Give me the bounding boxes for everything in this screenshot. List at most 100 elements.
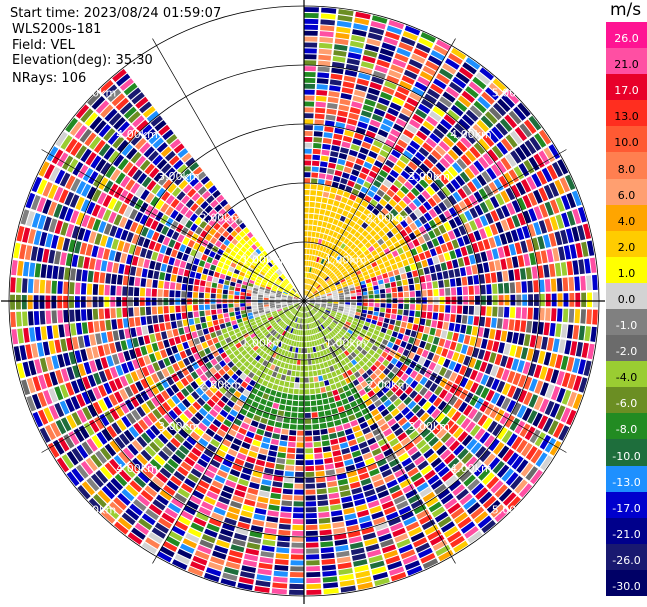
- velocity-gate: [191, 391, 200, 400]
- velocity-gate: [367, 403, 376, 412]
- velocity-gate: [287, 301, 293, 303]
- velocity-gate: [160, 203, 169, 213]
- velocity-gate: [139, 287, 146, 297]
- velocity-gate: [128, 307, 134, 317]
- velocity-gate: [229, 469, 241, 477]
- velocity-gate: [315, 303, 321, 306]
- velocity-gate: [298, 395, 304, 401]
- velocity-gate: [342, 422, 351, 430]
- velocity-gate: [119, 102, 133, 115]
- velocity-gate: [267, 281, 273, 286]
- velocity-gate: [560, 229, 569, 245]
- velocity-gate: [245, 336, 252, 342]
- velocity-gate: [128, 244, 136, 255]
- velocity-gate: [276, 306, 282, 309]
- velocity-gate: [316, 333, 321, 339]
- velocity-gate: [297, 292, 301, 297]
- velocity-gate: [515, 281, 522, 293]
- velocity-gate: [284, 476, 294, 483]
- velocity-gate: [201, 322, 208, 329]
- velocity-gate: [445, 58, 460, 70]
- velocity-gate: [236, 413, 245, 421]
- velocity-gate: [345, 302, 351, 305]
- velocity-gate: [273, 313, 279, 318]
- velocity-gate: [244, 553, 259, 562]
- velocity-gate: [360, 316, 366, 321]
- velocity-gate: [286, 345, 291, 351]
- velocity-gate: [189, 495, 202, 505]
- velocity-gate: [468, 81, 483, 94]
- velocity-gate: [321, 315, 327, 320]
- velocity-gate: [310, 400, 317, 406]
- velocity-gate: [440, 449, 452, 460]
- velocity-gate: [270, 389, 277, 396]
- velocity-gate: [428, 501, 442, 513]
- velocity-gate: [277, 452, 286, 459]
- velocity-gate: [280, 374, 286, 381]
- velocity-gate: [51, 310, 58, 324]
- velocity-gate: [296, 311, 300, 317]
- velocity-gate: [217, 283, 223, 289]
- velocity-gate: [292, 309, 297, 314]
- velocity-gate: [442, 232, 451, 243]
- velocity-gate: [569, 293, 575, 307]
- velocity-gate: [294, 483, 304, 489]
- velocity-gate: [449, 81, 463, 94]
- velocity-gate: [424, 524, 439, 536]
- velocity-gate: [457, 353, 466, 364]
- velocity-gate: [474, 511, 489, 524]
- velocity-gate: [335, 281, 341, 286]
- velocity-gate: [241, 565, 256, 573]
- velocity-gate: [128, 111, 141, 124]
- velocity-gate: [242, 342, 249, 349]
- velocity-gate: [352, 321, 358, 326]
- velocity-gate: [485, 376, 495, 388]
- velocity-gate: [316, 90, 328, 96]
- velocity-gate: [294, 329, 298, 335]
- velocity-gate: [223, 264, 230, 270]
- velocity-gate: [522, 210, 532, 224]
- velocity-gate: [374, 160, 384, 169]
- velocity-gate: [137, 357, 146, 368]
- velocity-gate: [63, 434, 75, 449]
- velocity-gate: [525, 267, 532, 280]
- velocity-gate: [198, 479, 210, 489]
- velocity-gate: [408, 176, 418, 186]
- velocity-gate: [358, 368, 365, 375]
- velocity-gate: [143, 335, 151, 345]
- velocity-gate: [218, 534, 232, 543]
- velocity-gate: [103, 248, 111, 260]
- velocity-gate: [75, 309, 81, 322]
- velocity-gate: [292, 365, 297, 371]
- velocity-gate: [314, 294, 320, 298]
- velocity-gate: [315, 232, 320, 238]
- velocity-gate: [31, 195, 41, 211]
- velocity-gate: [327, 303, 333, 305]
- velocity-gate: [209, 485, 221, 495]
- velocity-gate: [240, 295, 246, 300]
- velocity-gate: [565, 174, 576, 191]
- velocity-gate: [103, 128, 116, 142]
- velocity-gate: [225, 275, 232, 281]
- velocity-gate: [326, 291, 332, 295]
- velocity-gate: [439, 389, 448, 399]
- velocity-gate: [339, 98, 351, 106]
- velocity-gate: [358, 515, 371, 524]
- velocity-gate: [394, 533, 409, 543]
- velocity-gate: [308, 311, 312, 317]
- velocity-gate: [304, 54, 317, 60]
- velocity-gate: [60, 135, 73, 150]
- velocity-gate: [164, 507, 178, 519]
- velocity-gate: [97, 247, 105, 259]
- velocity-gate: [212, 350, 220, 358]
- velocity-gate: [328, 492, 340, 499]
- velocity-gate: [193, 463, 205, 473]
- velocity-gate: [367, 549, 382, 558]
- velocity-gate: [427, 154, 438, 165]
- velocity-gate: [227, 326, 233, 332]
- velocity-gate: [261, 259, 267, 266]
- velocity-gate: [272, 582, 288, 589]
- velocity-gate: [458, 401, 468, 413]
- velocity-gate: [283, 290, 289, 294]
- velocity-gate: [313, 281, 317, 287]
